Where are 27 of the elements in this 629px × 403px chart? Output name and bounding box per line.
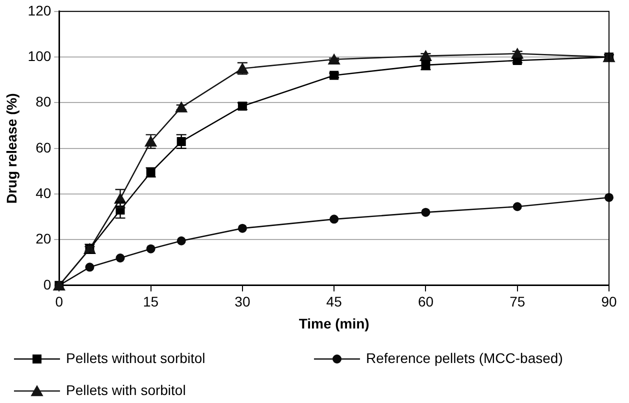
y-tick-label: 100 bbox=[28, 48, 52, 64]
y-tick-label: 120 bbox=[28, 2, 52, 18]
point bbox=[146, 244, 156, 254]
x-tick-label: 90 bbox=[601, 294, 617, 310]
point bbox=[176, 236, 186, 246]
y-tick-label: 80 bbox=[36, 94, 52, 110]
legend-label: Pellets without sorbitol bbox=[66, 350, 206, 366]
legend-label: Pellets with sorbitol bbox=[66, 382, 186, 398]
point bbox=[330, 214, 339, 224]
x-tick-label: 15 bbox=[143, 294, 159, 310]
y-axis-title: Drug release (%) bbox=[3, 93, 20, 204]
point bbox=[85, 262, 94, 272]
y-tick-label: 0 bbox=[43, 276, 52, 292]
point bbox=[238, 224, 247, 233]
point bbox=[116, 254, 125, 262]
x-tick-label: 45 bbox=[326, 294, 342, 310]
y-tick-label: 20 bbox=[36, 230, 52, 247]
x-tick-label: 60 bbox=[418, 294, 434, 310]
point bbox=[512, 202, 522, 212]
x-tick-label: 30 bbox=[234, 294, 250, 310]
x-tick-label: 0 bbox=[55, 294, 64, 310]
point bbox=[421, 208, 430, 217]
y-tick-label: 40 bbox=[36, 184, 52, 201]
legend-label: Reference pellets (MCC-based) bbox=[366, 350, 563, 366]
x-axis-title: Time (min) bbox=[298, 315, 370, 332]
x-tick-label: 75 bbox=[510, 294, 526, 310]
y-tick-label: 60 bbox=[36, 139, 52, 156]
